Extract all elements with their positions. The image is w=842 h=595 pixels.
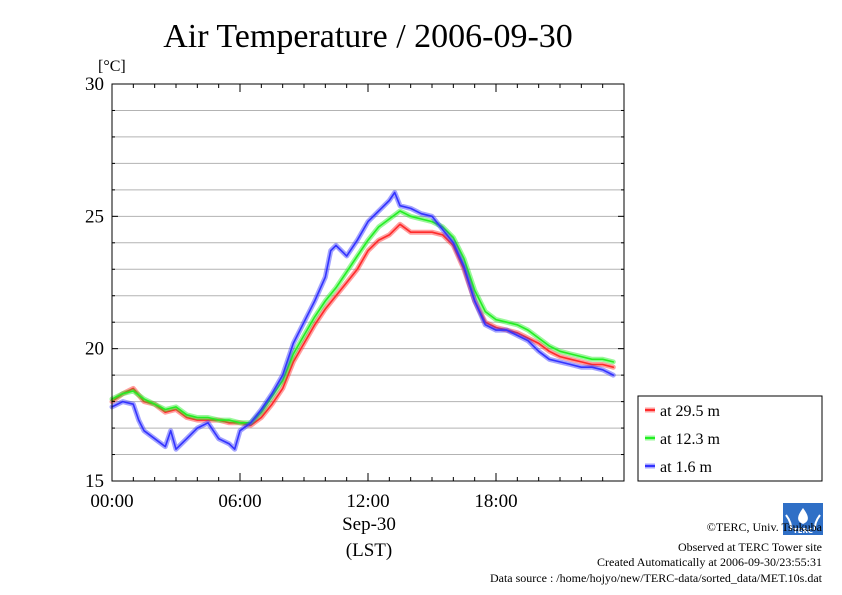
y-tick-label: 30: [85, 74, 104, 95]
series-line-3: [111, 191, 615, 451]
y-axis-unit: [°C]: [98, 58, 126, 75]
legend: at 29.5 m at 12.3 m at 1.6 m: [637, 395, 823, 482]
legend-label: at 29.5 m: [660, 403, 721, 420]
series-line-glow-1: [109, 221, 616, 428]
y-axis-ticks: 15 20 25 30: [85, 74, 624, 492]
x-axis-date-label: Sep-30: [342, 514, 396, 535]
credit-source: Data source : /home/hojyo/new/TERC-data/…: [490, 571, 823, 585]
x-tick-label: 18:00: [474, 491, 517, 512]
series-line-1: [111, 223, 615, 427]
series-lines: [109, 190, 616, 452]
credit-site: Observed at TERC Tower site: [678, 540, 822, 554]
water-drop-icon: [798, 508, 808, 524]
y-tick-label: 25: [85, 206, 104, 227]
chart-title: Air Temperature / 2006-09-30: [163, 18, 573, 55]
credit-copyright: ©TERC, Univ. Tsukuba: [707, 520, 823, 534]
x-axis-ticks: 00:00 06:00 12:00 18:00: [90, 84, 625, 512]
logo-wave-icon: [785, 514, 821, 531]
plot-frame: [111, 83, 625, 482]
x-tick-label: 12:00: [346, 491, 389, 512]
legend-label: at 12.3 m: [660, 431, 721, 448]
series-line-2: [111, 210, 615, 424]
x-tick-label: 06:00: [218, 491, 261, 512]
x-axis-zone-label: (LST): [346, 540, 392, 561]
x-tick-label: 00:00: [90, 491, 133, 512]
credit-created: Created Automatically at 2006-09-30/23:5…: [597, 555, 822, 569]
grid: [112, 109, 624, 456]
legend-box: [637, 395, 823, 482]
logo-text: TERC: [793, 527, 813, 535]
y-tick-label: 15: [85, 471, 104, 492]
terc-logo: TERC: [783, 503, 823, 535]
y-tick-label: 20: [85, 339, 104, 360]
legend-label: at 1.6 m: [660, 459, 713, 476]
